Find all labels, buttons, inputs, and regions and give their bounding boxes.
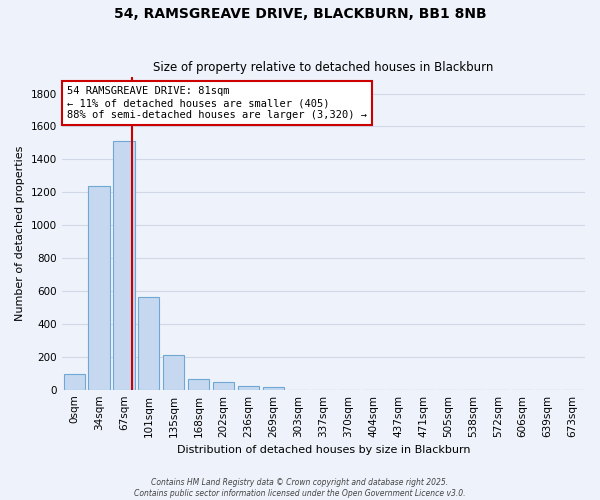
Bar	[163, 355, 184, 390]
Bar	[88, 186, 110, 390]
Bar	[64, 374, 85, 390]
Title: Size of property relative to detached houses in Blackburn: Size of property relative to detached ho…	[153, 62, 494, 74]
Bar	[263, 387, 284, 390]
Text: Contains HM Land Registry data © Crown copyright and database right 2025.
Contai: Contains HM Land Registry data © Crown c…	[134, 478, 466, 498]
Text: 54 RAMSGREAVE DRIVE: 81sqm
← 11% of detached houses are smaller (405)
88% of sem: 54 RAMSGREAVE DRIVE: 81sqm ← 11% of deta…	[67, 86, 367, 120]
Bar	[138, 296, 160, 390]
Bar	[238, 386, 259, 390]
Y-axis label: Number of detached properties: Number of detached properties	[15, 146, 25, 321]
Bar	[213, 382, 234, 390]
X-axis label: Distribution of detached houses by size in Blackburn: Distribution of detached houses by size …	[176, 445, 470, 455]
Bar	[113, 141, 134, 390]
Bar	[188, 379, 209, 390]
Text: 54, RAMSGREAVE DRIVE, BLACKBURN, BB1 8NB: 54, RAMSGREAVE DRIVE, BLACKBURN, BB1 8NB	[113, 8, 487, 22]
